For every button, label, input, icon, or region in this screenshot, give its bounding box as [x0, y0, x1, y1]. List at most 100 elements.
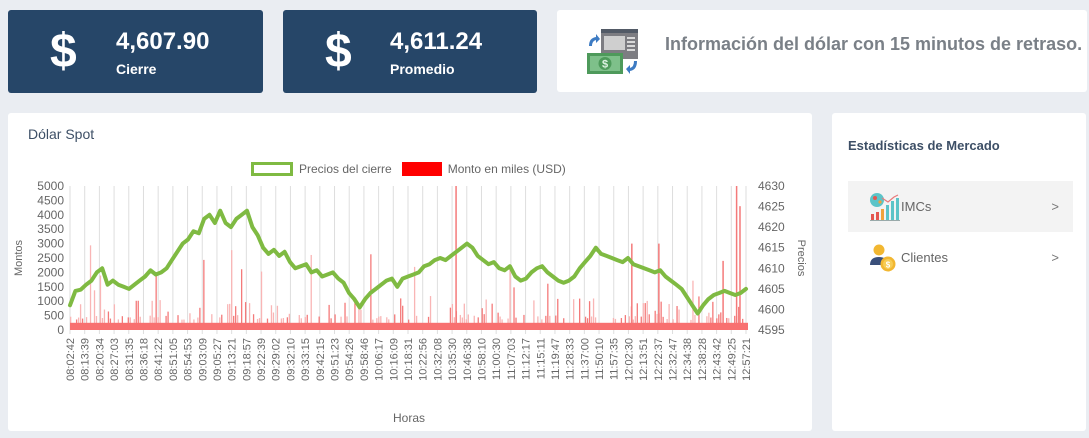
- svg-text:4605: 4605: [758, 282, 785, 296]
- svg-text:09:22:39: 09:22:39: [256, 338, 268, 381]
- legend-price-label[interactable]: Precios del cierre: [299, 162, 392, 176]
- svg-text:09:51:23: 09:51:23: [330, 338, 342, 381]
- svg-text:10:32:08: 10:32:08: [432, 338, 444, 381]
- svg-text:12:22:37: 12:22:37: [653, 338, 665, 381]
- svg-text:5000: 5000: [37, 179, 64, 193]
- svg-text:09:42:15: 09:42:15: [315, 338, 327, 381]
- svg-text:4630: 4630: [758, 179, 785, 193]
- dollar-spot-chart[interactable]: 08:02:42 08:13:39 08:20:34 08:27:03 08:31:35…: [8, 113, 812, 431]
- stats-item-label: Clientes: [901, 250, 948, 265]
- svg-text:08:13:39: 08:13:39: [80, 338, 92, 381]
- chevron-right-icon: >: [1051, 199, 1059, 214]
- svg-text:11:15:11: 11:15:11: [535, 338, 547, 379]
- svg-text:08:31:35: 08:31:35: [124, 338, 136, 381]
- svg-text:10:35:30: 10:35:30: [447, 338, 459, 381]
- delay-info-text: Información del dólar con 15 minutos de …: [665, 34, 1083, 54]
- svg-text:2000: 2000: [37, 265, 64, 279]
- svg-text:11:07:03: 11:07:03: [506, 338, 518, 380]
- svg-text:09:13:21: 09:13:21: [227, 338, 239, 381]
- svg-text:4000: 4000: [37, 208, 64, 222]
- svg-text:09:33:15: 09:33:15: [300, 338, 312, 381]
- svg-text:12:32:47: 12:32:47: [668, 338, 680, 381]
- svg-text:08:41:22: 08:41:22: [153, 338, 165, 381]
- svg-text:12:34:38: 12:34:38: [682, 338, 694, 381]
- market-stats-panel: Estadísticas de Mercado IMCs > $ Cliente…: [832, 113, 1086, 431]
- svg-text:0: 0: [57, 323, 64, 337]
- svg-text:4500: 4500: [37, 193, 64, 207]
- svg-text:11:57:35: 11:57:35: [609, 338, 621, 380]
- svg-text:11:28:33: 11:28:33: [565, 338, 577, 380]
- svg-text:1000: 1000: [37, 294, 64, 308]
- svg-text:08:36:18: 08:36:18: [138, 338, 150, 381]
- dollar-spot-chart-panel: Dólar Spot Precios del cierre Monto en m…: [8, 113, 812, 431]
- svg-text:3000: 3000: [37, 237, 64, 251]
- average-price-label: Promedio: [390, 61, 455, 77]
- dollar-icon: $: [325, 25, 352, 78]
- market-stats-title: Estadísticas de Mercado: [848, 138, 1000, 153]
- svg-text:11:37:00: 11:37:00: [579, 338, 591, 380]
- chevron-right-icon: >: [1051, 250, 1059, 265]
- svg-text:Horas: Horas: [393, 411, 425, 425]
- svg-text:12:02:30: 12:02:30: [623, 338, 635, 381]
- client-money-icon: $: [870, 244, 896, 271]
- svg-text:09:29:02: 09:29:02: [271, 338, 283, 381]
- svg-text:09:58:46: 09:58:46: [359, 338, 371, 381]
- svg-text:12:57:21: 12:57:21: [741, 338, 753, 381]
- svg-text:09:32:10: 09:32:10: [285, 338, 297, 381]
- svg-text:4615: 4615: [758, 241, 785, 255]
- bar-chart-icon: [870, 192, 900, 221]
- svg-text:10:58:10: 10:58:10: [476, 338, 488, 381]
- stats-item-clientes[interactable]: $ Clientes >: [848, 232, 1073, 283]
- svg-text:08:02:42: 08:02:42: [65, 338, 77, 381]
- svg-text:10:16:09: 10:16:09: [388, 338, 400, 381]
- average-price-card: $ 4,611.24 Promedio: [283, 10, 537, 93]
- svg-text:12:49:25: 12:49:25: [726, 338, 738, 381]
- closing-price-card: $ 4,607.90 Cierre: [8, 10, 263, 93]
- legend-bar-swatch[interactable]: [401, 162, 442, 176]
- svg-text:3500: 3500: [37, 222, 64, 236]
- svg-text:10:18:31: 10:18:31: [403, 338, 415, 381]
- svg-text:2500: 2500: [37, 251, 64, 265]
- svg-text:4595: 4595: [758, 323, 785, 337]
- svg-text:10:46:38: 10:46:38: [462, 338, 474, 381]
- svg-text:12:43:42: 12:43:42: [712, 338, 724, 381]
- svg-text:11:00:30: 11:00:30: [491, 338, 503, 380]
- svg-text:11:19:47: 11:19:47: [550, 338, 562, 380]
- svg-text:08:20:34: 08:20:34: [94, 338, 106, 381]
- svg-text:4620: 4620: [758, 220, 785, 234]
- chart-legend: Precios del cierre Monto en miles (USD): [251, 162, 566, 176]
- svg-text:4610: 4610: [758, 261, 785, 275]
- legend-line-swatch[interactable]: [251, 162, 293, 176]
- delay-info-card: $ Información del dólar con 15 minutos d…: [557, 10, 1087, 92]
- dollar-icon: $: [50, 25, 77, 78]
- stats-item-label: IMCs: [901, 199, 932, 214]
- chart-title: Dólar Spot: [28, 126, 95, 142]
- svg-text:08:54:53: 08:54:53: [183, 338, 195, 381]
- svg-text:Montos: Montos: [13, 239, 25, 276]
- svg-text:11:12:17: 11:12:17: [521, 338, 533, 380]
- svg-text:10:06:17: 10:06:17: [374, 338, 386, 381]
- svg-text:09:03:09: 09:03:09: [197, 338, 209, 381]
- svg-text:09:54:26: 09:54:26: [344, 338, 356, 381]
- svg-text:12:13:51: 12:13:51: [638, 338, 650, 381]
- svg-text:$: $: [602, 59, 608, 71]
- svg-text:08:51:05: 08:51:05: [168, 338, 180, 381]
- svg-text:4625: 4625: [758, 200, 785, 214]
- svg-text:11:50:10: 11:50:10: [594, 338, 606, 380]
- svg-text:$: $: [886, 260, 891, 269]
- svg-text:10:22:56: 10:22:56: [418, 338, 430, 381]
- svg-text:Precios: Precios: [795, 240, 807, 277]
- money-exchange-icon: $: [587, 29, 638, 74]
- svg-text:1500: 1500: [37, 280, 64, 294]
- svg-text:09:05:27: 09:05:27: [212, 338, 224, 381]
- svg-text:12:38:28: 12:38:28: [697, 338, 709, 381]
- svg-text:09:18:57: 09:18:57: [241, 338, 253, 381]
- average-price-value: 4,611.24: [390, 28, 483, 55]
- legend-volume-label[interactable]: Monto en miles (USD): [447, 162, 566, 176]
- svg-text:500: 500: [44, 309, 64, 323]
- closing-price-value: 4,607.90: [116, 28, 210, 55]
- stats-item-imcs[interactable]: IMCs >: [848, 181, 1073, 232]
- svg-text:4600: 4600: [758, 302, 785, 316]
- svg-text:08:27:03: 08:27:03: [109, 338, 121, 381]
- closing-price-label: Cierre: [116, 61, 157, 77]
